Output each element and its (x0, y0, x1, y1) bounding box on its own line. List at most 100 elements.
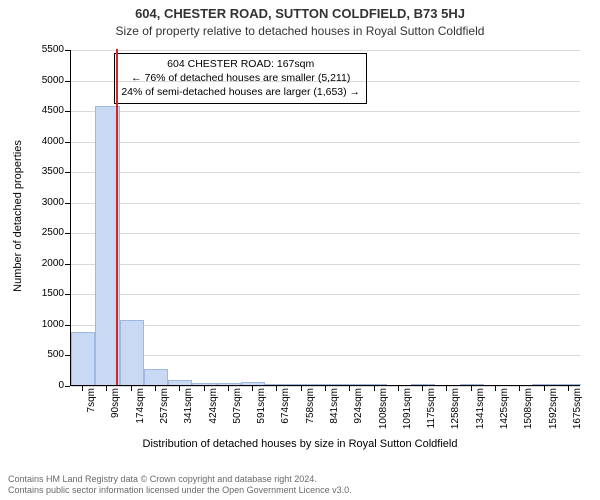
histogram-bar (265, 384, 289, 385)
y-tick-mark (65, 264, 70, 265)
histogram-bar (168, 380, 192, 385)
gridline (71, 264, 580, 265)
x-tick-label: 424sqm (208, 388, 219, 436)
y-tick-label: 3500 (24, 166, 64, 177)
x-tick-mark (495, 386, 496, 391)
x-tick-mark (568, 386, 569, 391)
x-tick-label: 1675sqm (572, 388, 583, 436)
histogram-bar (411, 384, 435, 385)
footer-line-1: Contains HM Land Registry data © Crown c… (8, 474, 352, 485)
histogram-bar (71, 332, 95, 385)
histogram-bar (362, 384, 386, 385)
gridline (71, 172, 580, 173)
x-tick-label: 341sqm (183, 388, 194, 436)
x-tick-mark (349, 386, 350, 391)
x-tick-mark (276, 386, 277, 391)
x-tick-label: 1341sqm (475, 388, 486, 436)
x-tick-label: 507sqm (232, 388, 243, 436)
y-tick-label: 4500 (24, 105, 64, 116)
y-tick-mark (65, 81, 70, 82)
y-tick-mark (65, 172, 70, 173)
x-tick-label: 1091sqm (402, 388, 413, 436)
x-tick-mark (422, 386, 423, 391)
y-tick-mark (65, 203, 70, 204)
x-tick-mark (204, 386, 205, 391)
x-tick-label: 1592sqm (548, 388, 559, 436)
gridline (71, 294, 580, 295)
x-tick-label: 7sqm (86, 388, 97, 436)
histogram-bar (338, 384, 362, 385)
y-tick-mark (65, 386, 70, 387)
annotation-box: 604 CHESTER ROAD: 167sqm← 76% of detache… (114, 53, 367, 104)
x-tick-mark (446, 386, 447, 391)
x-tick-label: 1508sqm (523, 388, 534, 436)
chart-container: { "title_main": "604, CHESTER ROAD, SUTT… (0, 0, 600, 500)
footer-line-2: Contains public sector information licen… (8, 485, 352, 496)
x-tick-mark (106, 386, 107, 391)
y-tick-label: 1500 (24, 288, 64, 299)
x-tick-label: 591sqm (256, 388, 267, 436)
annotation-line: 24% of semi-detached houses are larger (… (121, 85, 360, 99)
x-tick-mark (228, 386, 229, 391)
gridline (71, 81, 580, 82)
x-tick-label: 758sqm (305, 388, 316, 436)
y-tick-label: 3000 (24, 197, 64, 208)
x-tick-mark (155, 386, 156, 391)
x-tick-mark (471, 386, 472, 391)
chart-title-sub: Size of property relative to detached ho… (0, 24, 600, 38)
y-tick-label: 0 (24, 380, 64, 391)
x-tick-label: 174sqm (135, 388, 146, 436)
y-tick-label: 2000 (24, 258, 64, 269)
x-tick-mark (544, 386, 545, 391)
histogram-bar (460, 384, 484, 385)
x-tick-mark (519, 386, 520, 391)
histogram-bar (144, 369, 168, 385)
gridline (71, 325, 580, 326)
gridline (71, 233, 580, 234)
x-tick-mark (374, 386, 375, 391)
y-axis-label: Number of detached properties (12, 116, 24, 316)
x-tick-mark (131, 386, 132, 391)
gridline (71, 142, 580, 143)
gridline (71, 50, 580, 51)
x-tick-mark (252, 386, 253, 391)
histogram-bar (290, 384, 314, 385)
y-tick-mark (65, 294, 70, 295)
gridline (71, 203, 580, 204)
gridline (71, 355, 580, 356)
x-tick-mark (82, 386, 83, 391)
x-tick-label: 90sqm (110, 388, 121, 436)
histogram-bar (532, 384, 556, 385)
x-tick-label: 257sqm (159, 388, 170, 436)
x-tick-mark (301, 386, 302, 391)
x-tick-label: 1258sqm (450, 388, 461, 436)
annotation-line: ← 76% of detached houses are smaller (5,… (121, 71, 360, 85)
histogram-bar (314, 384, 338, 385)
x-tick-mark (325, 386, 326, 391)
x-tick-label: 924sqm (353, 388, 364, 436)
chart-title-main: 604, CHESTER ROAD, SUTTON COLDFIELD, B73… (0, 6, 600, 21)
y-tick-label: 4000 (24, 136, 64, 147)
y-tick-label: 1000 (24, 319, 64, 330)
histogram-bar (241, 382, 265, 385)
y-tick-mark (65, 142, 70, 143)
y-tick-mark (65, 355, 70, 356)
y-tick-label: 2500 (24, 227, 64, 238)
y-tick-label: 5000 (24, 75, 64, 86)
y-tick-mark (65, 111, 70, 112)
plot-area: 604 CHESTER ROAD: 167sqm← 76% of detache… (70, 50, 580, 386)
y-tick-mark (65, 233, 70, 234)
histogram-bar (192, 383, 216, 385)
x-tick-mark (398, 386, 399, 391)
footer-attribution: Contains HM Land Registry data © Crown c… (8, 474, 352, 497)
x-tick-label: 674sqm (280, 388, 291, 436)
gridline (71, 111, 580, 112)
histogram-bar (557, 384, 581, 385)
x-tick-label: 1175sqm (426, 388, 437, 436)
y-tick-mark (65, 325, 70, 326)
x-tick-label: 841sqm (329, 388, 340, 436)
x-axis-label: Distribution of detached houses by size … (0, 438, 600, 450)
x-tick-label: 1425sqm (499, 388, 510, 436)
x-tick-mark (179, 386, 180, 391)
annotation-line: 604 CHESTER ROAD: 167sqm (121, 57, 360, 71)
